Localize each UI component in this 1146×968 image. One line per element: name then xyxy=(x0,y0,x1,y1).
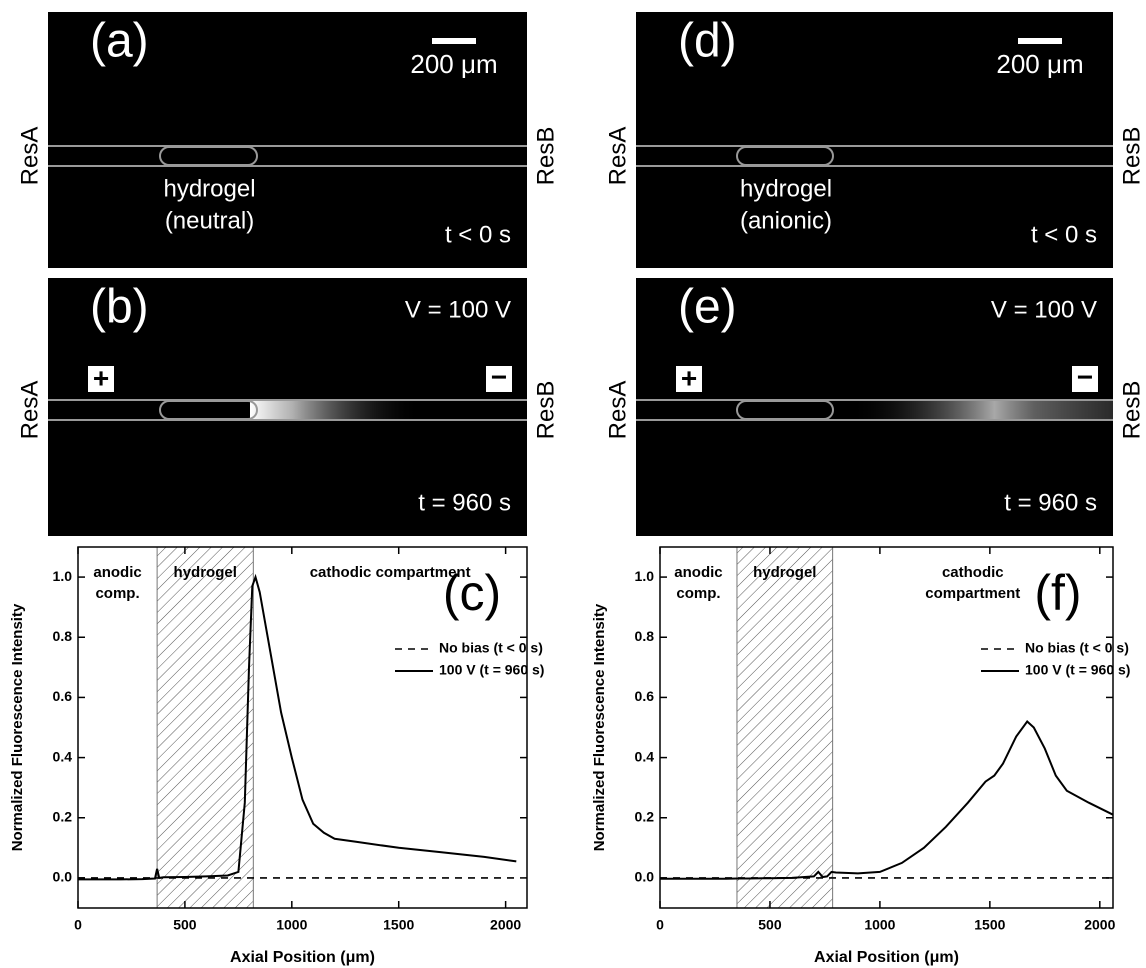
x-tick-label: 0 xyxy=(74,917,82,933)
region-label: hydrogel xyxy=(753,564,816,581)
region-label: compartment xyxy=(925,585,1020,602)
reservoir-label: ResB xyxy=(532,127,559,186)
region-label: comp. xyxy=(676,585,720,602)
x-axis-title: Axial Position (μm) xyxy=(814,949,959,966)
data-line xyxy=(660,722,1113,879)
panel-label: (f) xyxy=(1034,565,1081,621)
scale-bar-label: 200 μm xyxy=(410,49,497,79)
y-tick-label: 1.0 xyxy=(635,568,655,584)
y-tick-label: 0.8 xyxy=(53,628,73,644)
region-label: cathodic xyxy=(942,564,1004,581)
time-label: t < 0 s xyxy=(1031,221,1097,248)
cathode-sign: − xyxy=(1077,361,1093,392)
panel-label: (e) xyxy=(678,281,737,334)
y-tick-label: 0.2 xyxy=(635,808,655,824)
x-tick-label: 1000 xyxy=(276,917,307,933)
y-tick-label: 0.0 xyxy=(53,869,73,885)
region-label: hydrogel xyxy=(174,564,237,581)
y-axis-title: Normalized Fluorescence Intensity xyxy=(9,603,26,851)
panel-label: (d) xyxy=(678,15,737,68)
region-label: anodic xyxy=(674,564,722,581)
legend-label: No bias (t < 0 s) xyxy=(1025,640,1129,656)
x-tick-label: 2000 xyxy=(1084,917,1115,933)
voltage-label: V = 100 V xyxy=(405,296,511,323)
x-tick-label: 1000 xyxy=(864,917,895,933)
reservoir-label: ResB xyxy=(532,381,559,440)
hydrogel-label: (anionic) xyxy=(740,207,832,234)
x-axis-title: Axial Position (μm) xyxy=(230,949,375,966)
scale-bar xyxy=(432,38,476,44)
reservoir-label: ResA xyxy=(16,127,43,186)
region-label: comp. xyxy=(95,585,139,602)
hydrogel-label: hydrogel xyxy=(163,175,255,202)
anode-sign: + xyxy=(93,362,109,393)
fluorescence-glow xyxy=(850,400,1113,420)
y-tick-label: 0.0 xyxy=(635,869,655,885)
reservoir-label: ResB xyxy=(1118,127,1145,186)
legend-label: No bias (t < 0 s) xyxy=(439,640,543,656)
x-tick-label: 2000 xyxy=(490,917,521,933)
x-tick-label: 1500 xyxy=(974,917,1005,933)
panel-label: (b) xyxy=(90,281,149,334)
x-tick-label: 500 xyxy=(173,917,197,933)
reservoir-label: ResA xyxy=(604,381,631,440)
reservoir-label: ResB xyxy=(1118,381,1145,440)
hydrogel-region xyxy=(737,547,833,908)
y-tick-label: 0.6 xyxy=(635,688,655,704)
fluorescence-glow xyxy=(250,400,420,420)
cathode-sign: − xyxy=(491,361,507,392)
legend-label: 100 V (t = 960 s) xyxy=(1025,662,1130,678)
scale-bar-label: 200 μm xyxy=(996,49,1083,79)
scale-bar xyxy=(1018,38,1062,44)
panel-label: (a) xyxy=(90,15,149,68)
time-label: t = 960 s xyxy=(1004,489,1097,516)
data-line xyxy=(78,577,516,879)
y-tick-label: 0.6 xyxy=(53,688,73,704)
figure: (a) 200 μm hydrogel (neutral) t < 0 s ResA Res… xyxy=(0,0,1146,968)
y-axis-title: Normalized Fluorescence Intensity xyxy=(591,603,608,851)
time-label: t = 960 s xyxy=(418,489,511,516)
y-tick-label: 0.4 xyxy=(635,748,655,764)
y-tick-label: 0.8 xyxy=(635,628,655,644)
hydrogel-region xyxy=(157,547,253,908)
reservoir-label: ResA xyxy=(604,127,631,186)
y-tick-label: 0.2 xyxy=(53,808,73,824)
hydrogel-label: hydrogel xyxy=(740,175,832,202)
hydrogel-label: (neutral) xyxy=(165,207,254,234)
panel-label: (c) xyxy=(443,565,501,621)
legend-label: 100 V (t = 960 s) xyxy=(439,662,544,678)
y-tick-label: 1.0 xyxy=(53,568,73,584)
x-tick-label: 1500 xyxy=(383,917,414,933)
region-label: anodic xyxy=(93,564,141,581)
anode-sign: + xyxy=(681,362,697,393)
reservoir-label: ResA xyxy=(16,381,43,440)
x-tick-label: 0 xyxy=(656,917,664,933)
x-tick-label: 500 xyxy=(758,917,782,933)
voltage-label: V = 100 V xyxy=(991,296,1097,323)
time-label: t < 0 s xyxy=(445,221,511,248)
y-tick-label: 0.4 xyxy=(53,748,73,764)
